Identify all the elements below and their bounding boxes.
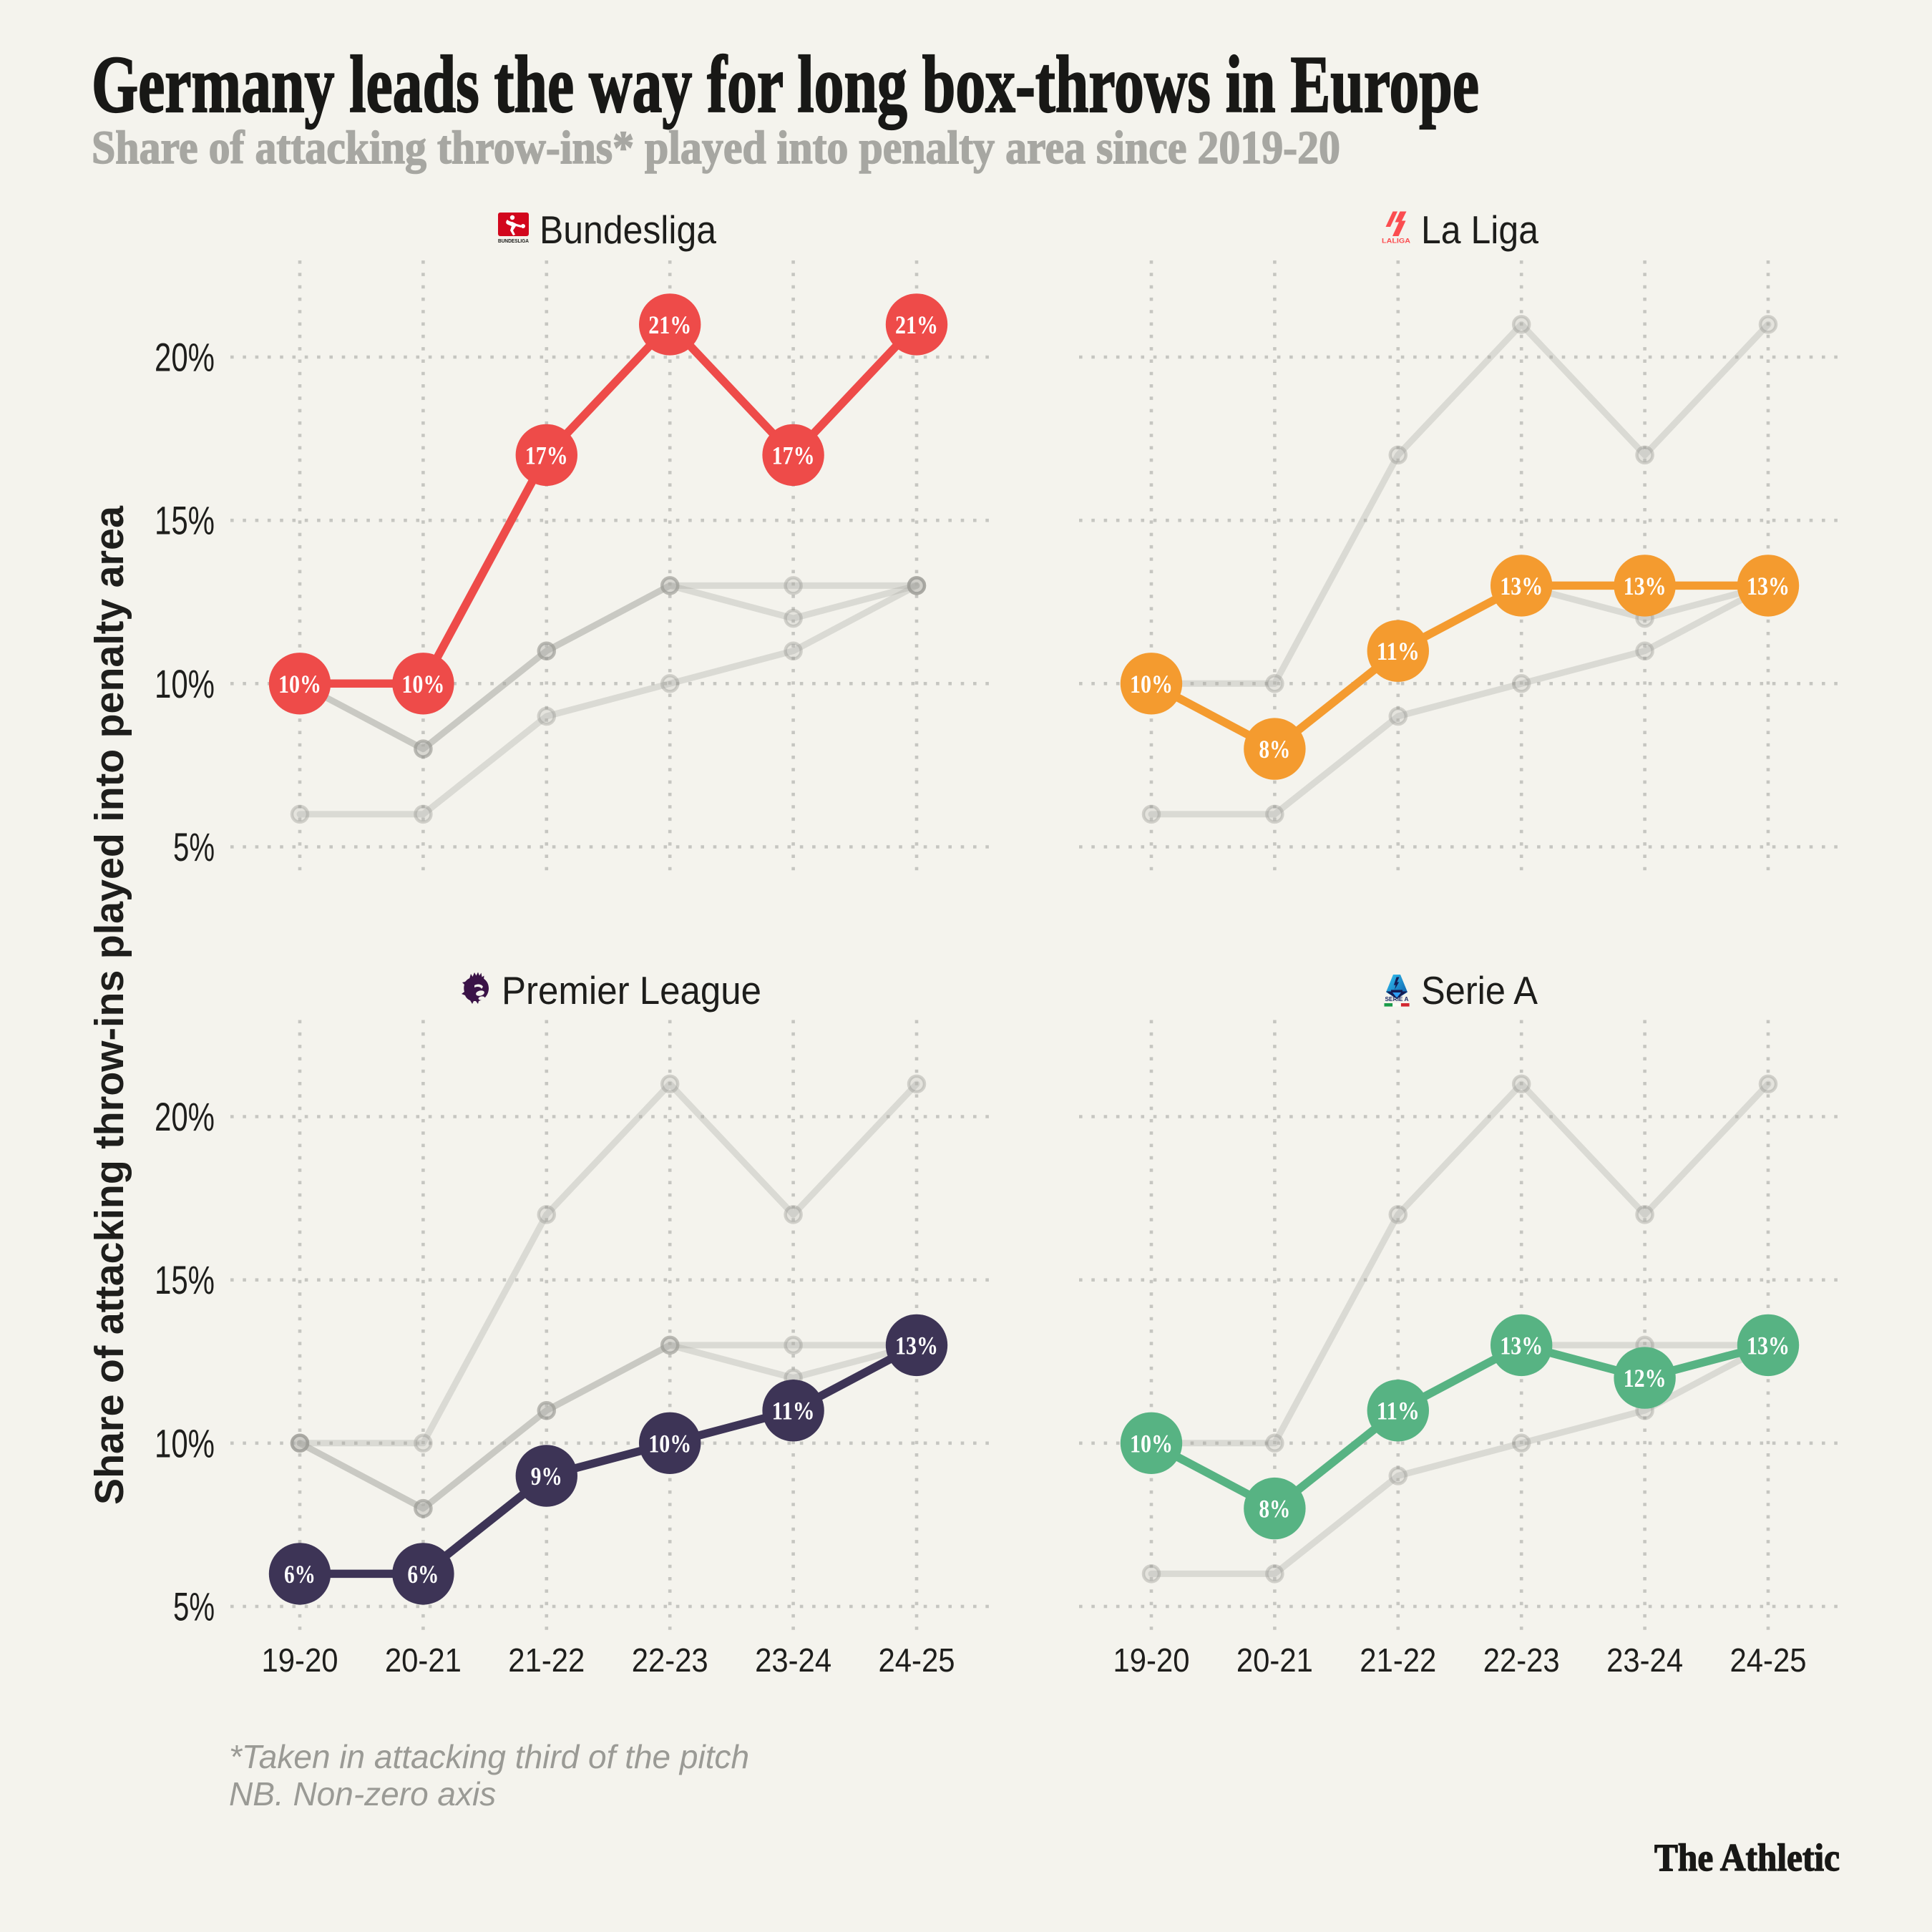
svg-text:9%: 9% <box>531 1462 562 1491</box>
svg-text:12%: 12% <box>1624 1364 1667 1392</box>
svg-text:20%: 20% <box>155 1094 215 1139</box>
svg-text:24-25: 24-25 <box>879 1641 955 1679</box>
svg-text:10%: 10% <box>155 661 215 706</box>
svg-text:20%: 20% <box>155 335 215 380</box>
svg-text:24-25: 24-25 <box>1730 1641 1807 1679</box>
svg-text:Share of attacking throw-ins p: Share of attacking throw-ins played into… <box>87 505 132 1505</box>
svg-text:23-24: 23-24 <box>755 1641 831 1679</box>
svg-text:21%: 21% <box>895 311 938 339</box>
svg-text:6%: 6% <box>407 1560 439 1589</box>
svg-text:21%: 21% <box>648 311 691 339</box>
svg-text:La Liga: La Liga <box>1421 208 1538 252</box>
svg-text:NB. Non-zero axis: NB. Non-zero axis <box>229 1775 496 1813</box>
svg-text:Bundesliga: Bundesliga <box>540 208 716 252</box>
svg-text:11%: 11% <box>1377 1397 1420 1425</box>
svg-text:5%: 5% <box>173 824 215 869</box>
svg-text:15%: 15% <box>155 1257 215 1302</box>
svg-text:17%: 17% <box>525 441 568 469</box>
svg-text:LALIGA: LALIGA <box>1382 238 1411 245</box>
svg-text:20-21: 20-21 <box>385 1641 462 1679</box>
svg-text:13%: 13% <box>1500 572 1543 600</box>
svg-text:8%: 8% <box>1259 1495 1290 1523</box>
svg-text:21-22: 21-22 <box>1360 1641 1436 1679</box>
svg-text:*Taken in attacking third of t: *Taken in attacking third of the pitch <box>229 1738 749 1775</box>
svg-text:13%: 13% <box>1747 572 1790 600</box>
svg-text:8%: 8% <box>1259 735 1290 763</box>
svg-text:13%: 13% <box>895 1331 938 1360</box>
svg-text:21-22: 21-22 <box>508 1641 585 1679</box>
svg-text:13%: 13% <box>1624 572 1667 600</box>
svg-text:17%: 17% <box>772 441 815 469</box>
svg-text:10%: 10% <box>401 670 444 698</box>
svg-text:Germany leads the way for long: Germany leads the way for long box-throw… <box>92 40 1479 130</box>
svg-text:5%: 5% <box>173 1584 215 1629</box>
svg-text:Share of attacking throw-ins*: Share of attacking throw-ins* played int… <box>92 122 1340 174</box>
svg-text:10%: 10% <box>155 1420 215 1465</box>
svg-text:20-21: 20-21 <box>1236 1641 1313 1679</box>
svg-text:22-23: 22-23 <box>632 1641 708 1679</box>
svg-text:22-23: 22-23 <box>1483 1641 1560 1679</box>
svg-text:10%: 10% <box>1130 670 1173 698</box>
svg-text:13%: 13% <box>1500 1331 1543 1360</box>
svg-text:Premier League: Premier League <box>502 968 761 1013</box>
svg-text:BUNDESLIGA: BUNDESLIGA <box>498 238 529 244</box>
svg-text:13%: 13% <box>1747 1331 1790 1360</box>
svg-text:10%: 10% <box>278 670 321 698</box>
svg-text:11%: 11% <box>1377 637 1420 665</box>
svg-text:19-20: 19-20 <box>1113 1641 1190 1679</box>
svg-text:Serie A: Serie A <box>1421 968 1538 1013</box>
svg-text:10%: 10% <box>648 1429 691 1458</box>
svg-text:23-24: 23-24 <box>1606 1641 1683 1679</box>
svg-text:10%: 10% <box>1130 1429 1173 1458</box>
svg-text:6%: 6% <box>284 1560 316 1589</box>
svg-text:SERIE A: SERIE A <box>1385 995 1409 1002</box>
svg-text:15%: 15% <box>155 498 215 543</box>
svg-text:The Athletic: The Athletic <box>1654 1836 1840 1879</box>
svg-text:11%: 11% <box>772 1397 815 1425</box>
svg-text:19-20: 19-20 <box>262 1641 338 1679</box>
